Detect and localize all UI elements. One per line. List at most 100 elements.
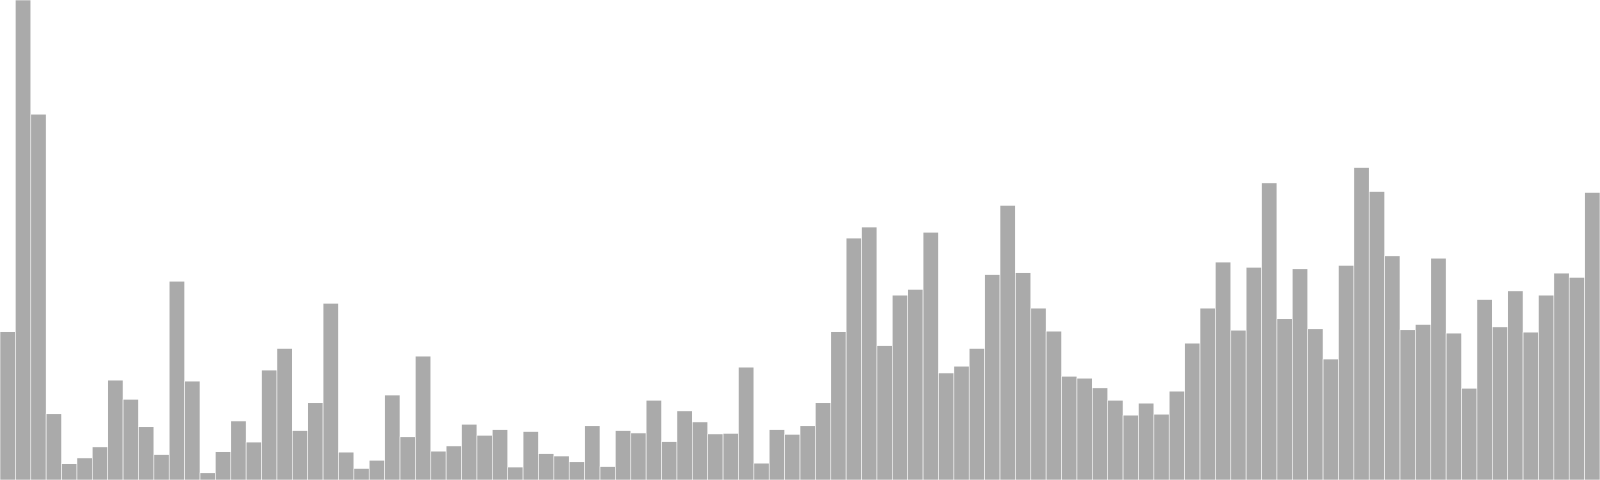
bar-97 [1492,326,1508,480]
bar-48 [738,366,755,480]
bar-78 [1199,307,1216,480]
bar-38 [584,425,601,480]
bar-88 [1353,167,1370,480]
bar-77 [1184,342,1201,480]
bar-102 [1568,277,1585,480]
bar-15 [230,420,247,480]
bar-23 [353,468,370,480]
bar-18 [276,348,293,480]
bar-59 [907,289,924,480]
bar-96 [1476,299,1493,480]
bar-40 [615,430,632,480]
bar-91 [1399,329,1416,480]
bar-16 [245,441,262,480]
bar-42 [645,400,662,480]
bar-50 [768,429,785,480]
bar-26 [399,436,416,480]
bar-41 [630,432,647,480]
bar-76 [1168,390,1185,480]
bar-37 [568,461,585,480]
bar-95 [1461,388,1478,480]
bar-85 [1307,328,1324,480]
bar-39 [599,466,616,480]
bar-101 [1553,272,1570,480]
bar-35 [538,453,555,480]
bar-32 [492,429,508,480]
bar-4 [61,463,78,480]
bar-11 [168,280,185,480]
bar-19 [292,430,308,480]
bar-45 [692,421,708,480]
bar-30 [461,424,478,480]
bar-79 [1215,261,1232,480]
bar-63 [968,348,985,480]
bar-51 [784,434,801,480]
bar-80 [1230,329,1247,480]
bar-52 [799,425,816,480]
bar-86 [1322,358,1339,480]
bar-25 [384,394,401,480]
bar-1 [15,0,32,480]
bar-20 [307,402,324,480]
bar-34 [522,431,539,480]
bar-84 [1292,268,1308,480]
bar-92 [1415,324,1432,480]
bar-13 [199,472,216,480]
bar-98 [1507,290,1524,480]
bar-60 [922,232,939,480]
bar-89 [1368,191,1385,480]
bar-10 [153,454,170,480]
bar-103 [1584,192,1600,480]
bar-3 [45,413,62,480]
bar-90 [1384,255,1401,480]
bar-81 [1245,267,1262,480]
bar-2 [30,113,47,480]
bar-7 [107,379,124,480]
bar-67 [1030,307,1047,480]
bar-36 [553,455,570,480]
bar-72 [1107,400,1124,480]
bar-83 [1276,318,1293,480]
bar-9 [138,426,155,480]
bar-87 [1338,265,1355,480]
bar-53 [815,402,832,480]
bar-55 [845,237,862,480]
bar-0 [0,331,16,480]
bar-70 [1076,377,1093,480]
bar-100 [1538,294,1555,480]
bar-66 [1015,272,1032,480]
bar-17 [261,369,278,480]
bar-28 [430,450,447,480]
bar-62 [953,365,970,480]
bar-33 [507,466,524,480]
bar-12 [184,380,201,480]
bar-31 [476,435,493,480]
bar-8 [122,399,139,480]
bar-46 [707,433,724,480]
bar-74 [1138,402,1155,480]
bar-24 [368,460,385,480]
bar-64 [984,274,1001,480]
bar-61 [938,372,955,480]
bar-56 [861,226,878,480]
bar-69 [1061,376,1078,480]
bar-73 [1122,414,1139,480]
bar-43 [661,441,678,480]
bar-93 [1430,257,1447,480]
bar-58 [892,294,908,480]
bar-21 [322,303,339,480]
bar-71 [1092,387,1108,480]
bar-5 [76,457,93,480]
bar-22 [338,451,355,480]
bar-6 [92,446,108,480]
bar-65 [999,205,1016,480]
bar-47 [722,433,739,480]
bar-99 [1522,331,1539,480]
bar-44 [676,410,693,480]
bar-14 [215,451,232,480]
bar-29 [445,445,462,480]
bar-68 [1045,330,1062,480]
bar-49 [753,462,770,480]
